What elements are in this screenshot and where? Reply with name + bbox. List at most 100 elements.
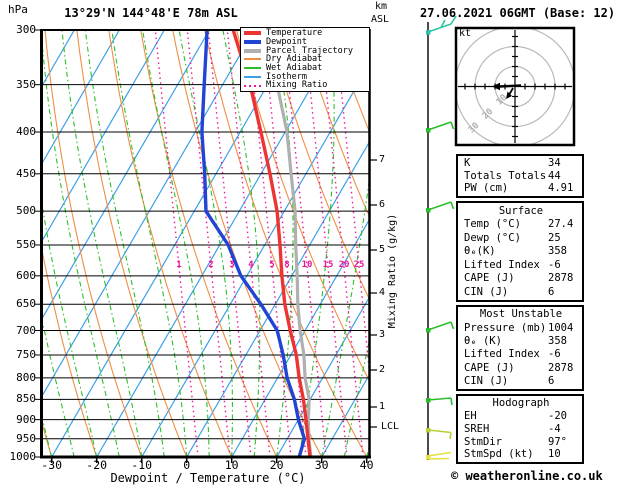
- legend-label: Wet Adiabat: [266, 62, 323, 73]
- pressure-axis-label: 950: [16, 431, 36, 445]
- table-section: Hodograph EH -20 SREH -4 StmDir 97° StmSpd (kt)…: [456, 394, 584, 464]
- table-row-label: SREH: [464, 422, 490, 435]
- table-row: EH -20: [464, 411, 578, 422]
- wind-barb: [426, 321, 455, 333]
- pressure-axis-label: 900: [16, 412, 36, 426]
- table-row: Lifted Index -6: [464, 260, 578, 271]
- alt-unit-asl-label: ASL: [371, 14, 390, 25]
- legend-item: Parcel Trajectory: [244, 45, 369, 56]
- table-section-title: Most Unstable: [479, 308, 563, 321]
- km-axis-label: 5: [379, 244, 386, 255]
- mixing-ratio-value-label: 15: [322, 260, 334, 270]
- pressure-axis-label: 500: [16, 204, 36, 218]
- hodograph-unit-label: kt: [459, 28, 472, 39]
- table-row: K 34: [464, 158, 578, 169]
- legend-label: Dry Adiabat: [266, 54, 323, 65]
- pressure-axis-label: 600: [16, 268, 36, 282]
- table-row: CIN (J) 6: [464, 287, 578, 298]
- pressure-axis-label: 750: [16, 347, 36, 361]
- table-row-label: θₑ (K): [464, 335, 502, 348]
- parcel-trajectory-line: [270, 30, 313, 457]
- table-row-value: 6: [548, 375, 555, 388]
- table-row-value: -6: [548, 258, 561, 271]
- pressure-axis-label: 1000: [9, 450, 37, 463]
- km-axis-ticks: [370, 159, 377, 428]
- mixing-ratio-value-label: 4: [248, 260, 254, 270]
- isotherm-lines: [41, 30, 370, 457]
- table-row: Dewp (°C) 25: [464, 233, 578, 244]
- km-axis-label: 7: [379, 154, 386, 165]
- wind-barb: [426, 428, 452, 440]
- table-row-label: CIN (J): [464, 375, 509, 388]
- legend-item: Dewpoint: [244, 38, 369, 46]
- wind-barb: [426, 121, 455, 133]
- table-row: Totals Totals 44: [464, 171, 578, 182]
- alt-unit-km-label: km: [375, 1, 388, 12]
- table-row-label: PW (cm): [464, 182, 509, 195]
- table-row-label: Lifted Index: [464, 258, 540, 271]
- table-section: Most Unstable Pressure (mb) 1004 θₑ (K) 358 L…: [456, 305, 584, 391]
- mixing-ratio-axis-label: Mixing Ratio (g/kg): [387, 213, 398, 329]
- table-row-value: 358: [548, 335, 567, 348]
- table-row: Temp (°C) 27.4: [464, 219, 578, 230]
- pressure-axis-label: 650: [16, 297, 36, 311]
- wind-barb: [426, 451, 452, 460]
- km-axis-label: 6: [379, 199, 386, 210]
- temp-axis-label: 20: [269, 458, 284, 472]
- table-row-value: 6: [548, 285, 555, 298]
- table-row-value: 27.4: [548, 218, 574, 231]
- legend-line-swatch: [244, 84, 261, 87]
- table-row: θₑ(K) 358: [464, 246, 578, 257]
- lcl-label: LCL: [381, 421, 400, 432]
- dewpoint-profile-line: [200, 30, 307, 457]
- table-row-value: -6: [548, 348, 561, 361]
- pressure-axis-label: 450: [16, 166, 36, 180]
- wind-barb: [426, 201, 455, 213]
- table-row-label: CIN (J): [464, 285, 509, 298]
- wind-barb: [426, 397, 453, 406]
- table-row-value: 10: [548, 448, 561, 461]
- km-axis-label: 1: [379, 401, 386, 412]
- table-row-label: K: [464, 157, 471, 170]
- mixing-ratio-value-label: 25: [353, 260, 365, 270]
- table-row: SREH -4: [464, 424, 578, 435]
- legend-label: Mixing Ratio: [266, 80, 328, 91]
- mixing-ratio-value-label: 20: [338, 260, 350, 270]
- table-section: Surface Temp (°C) 27.4 Dewp (°C) 25 θₑ(K) 358 L…: [456, 201, 584, 302]
- table-row: Pressure (mb) 1004: [464, 323, 578, 334]
- legend-line-swatch: [244, 40, 261, 45]
- table-row: StmSpd (kt) 10: [464, 449, 578, 460]
- legend-item: Mixing Ratio: [244, 80, 369, 91]
- sounding-profiles: [200, 30, 313, 457]
- table-row-value: 34: [548, 157, 561, 170]
- table-row-value: -4: [548, 422, 561, 435]
- table-row-value: 358: [548, 245, 567, 258]
- pressure-axis-label: 550: [16, 237, 36, 251]
- legend-item: Temperature: [244, 29, 369, 37]
- temperature-profile-line: [231, 30, 312, 457]
- legend-item: Isotherm: [244, 73, 369, 81]
- table-row-label: Lifted Index: [464, 348, 540, 361]
- table-row-value: 2878: [548, 272, 574, 285]
- legend-item: Dry Adiabat: [244, 55, 369, 63]
- table-row-value: 97°: [548, 435, 567, 448]
- mixing-ratio-value-label: 10: [301, 260, 313, 270]
- table-row: CIN (J) 6: [464, 376, 578, 387]
- legend-label: Parcel Trajectory: [266, 45, 353, 56]
- temp-axis-label: -20: [86, 458, 108, 472]
- table-row: θₑ (K) 358: [464, 336, 578, 347]
- temp-axis-label: 40: [359, 458, 374, 472]
- legend-label: Dewpoint: [266, 36, 307, 47]
- table-row-label: CAPE (J): [464, 361, 515, 374]
- temp-axis-label: 10: [224, 458, 239, 472]
- legend-line-swatch: [244, 48, 261, 53]
- legend: Temperature Dewpoint Parcel Trajectory Dry …: [240, 27, 370, 92]
- table-row-label: Totals Totals: [464, 169, 547, 182]
- table-section: K 34 Totals Totals 44 PW (cm) 4.91: [456, 154, 584, 198]
- table-row-label: θₑ(K): [464, 245, 496, 258]
- table-section-title: Surface: [498, 204, 544, 217]
- temp-axis-label: 0: [183, 458, 191, 472]
- legend-item: Wet Adiabat: [244, 64, 369, 72]
- table-row-label: EH: [464, 409, 477, 422]
